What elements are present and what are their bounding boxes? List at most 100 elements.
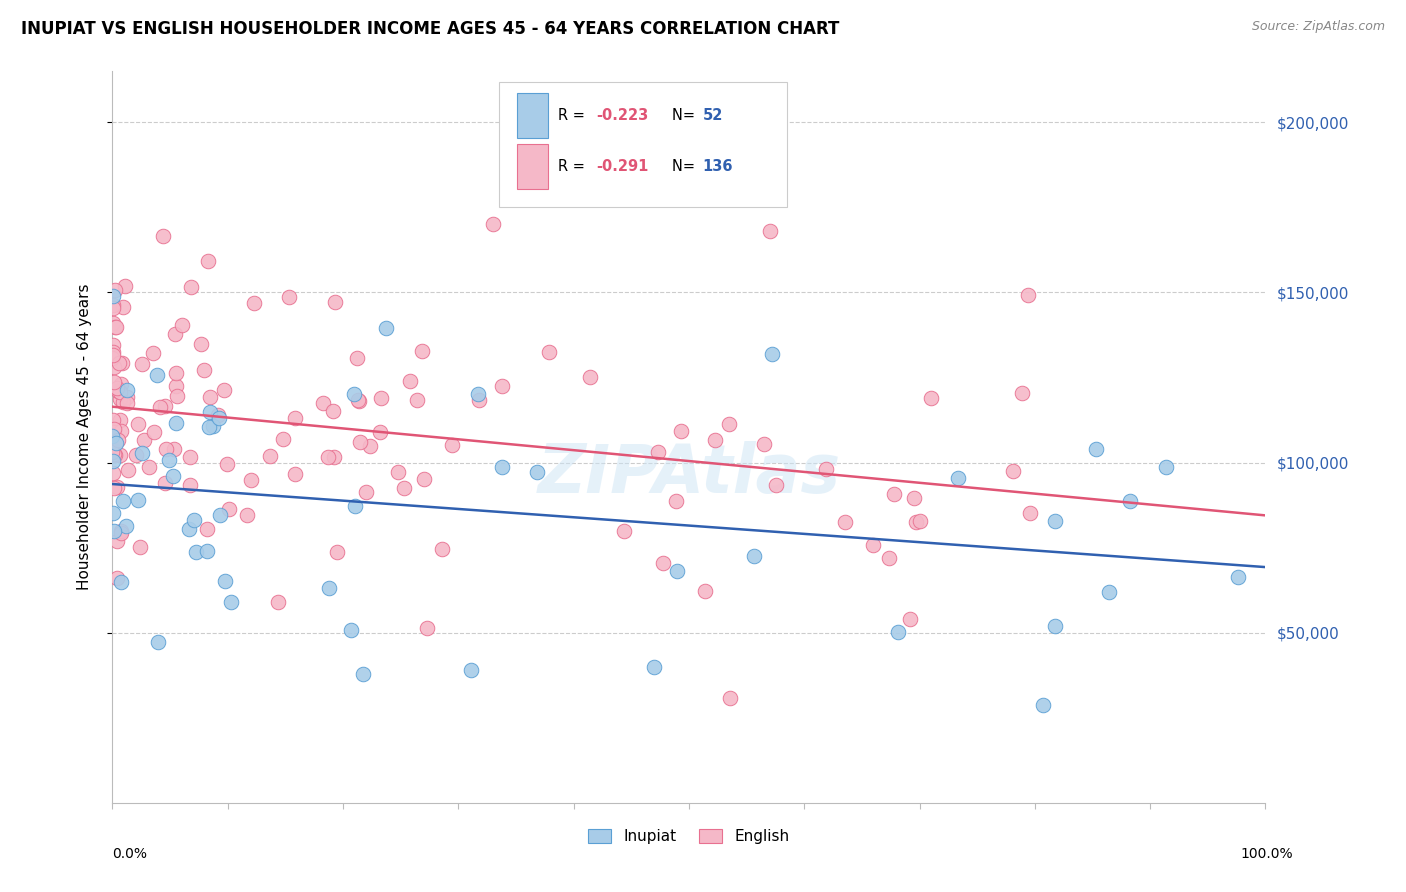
Point bbox=[115, 395, 138, 409]
Point bbox=[359, 439, 381, 453]
Point bbox=[146, 635, 169, 649]
Point bbox=[1001, 464, 1024, 478]
Point bbox=[103, 446, 125, 460]
Point bbox=[103, 453, 125, 467]
Point bbox=[112, 301, 135, 315]
Point bbox=[172, 318, 194, 333]
Point bbox=[165, 366, 187, 380]
Point bbox=[877, 550, 900, 565]
Text: Source: ZipAtlas.com: Source: ZipAtlas.com bbox=[1251, 20, 1385, 33]
Point bbox=[143, 425, 166, 439]
FancyBboxPatch shape bbox=[517, 93, 548, 138]
Point bbox=[138, 460, 160, 475]
Y-axis label: Householder Income Ages 45 - 64 years: Householder Income Ages 45 - 64 years bbox=[77, 284, 91, 591]
Text: 0.0%: 0.0% bbox=[112, 847, 148, 861]
Point bbox=[101, 441, 124, 455]
Point bbox=[346, 393, 368, 408]
Point bbox=[526, 465, 548, 479]
Point bbox=[761, 346, 783, 360]
Point bbox=[214, 574, 236, 588]
Point bbox=[1227, 570, 1250, 584]
Point bbox=[103, 289, 125, 303]
Point bbox=[215, 458, 238, 472]
Point bbox=[193, 363, 215, 377]
Point bbox=[117, 462, 139, 476]
Point bbox=[207, 408, 229, 422]
Point bbox=[179, 450, 201, 465]
Point bbox=[101, 351, 124, 366]
Point bbox=[105, 571, 128, 585]
Point bbox=[1085, 442, 1108, 457]
Text: R =: R = bbox=[558, 159, 589, 174]
Point bbox=[103, 524, 125, 538]
Point bbox=[101, 425, 124, 439]
Point bbox=[651, 557, 673, 571]
Point bbox=[284, 410, 307, 425]
Point bbox=[180, 280, 202, 294]
Point bbox=[482, 218, 505, 232]
Point bbox=[416, 622, 439, 636]
Point bbox=[704, 433, 727, 447]
Point bbox=[352, 667, 374, 681]
Point bbox=[101, 345, 124, 359]
Point bbox=[1032, 698, 1054, 712]
Point bbox=[179, 477, 201, 491]
Point bbox=[107, 480, 129, 494]
Point bbox=[460, 664, 482, 678]
Point bbox=[468, 392, 491, 407]
Point bbox=[323, 450, 346, 464]
Point bbox=[412, 472, 434, 486]
Point bbox=[267, 595, 290, 609]
Point bbox=[103, 422, 125, 436]
Point bbox=[103, 359, 125, 374]
Point bbox=[103, 319, 125, 334]
Point bbox=[101, 348, 124, 362]
Point bbox=[278, 290, 301, 304]
Point bbox=[157, 453, 180, 467]
Point bbox=[202, 418, 225, 433]
Point bbox=[104, 283, 127, 297]
Point bbox=[1043, 514, 1066, 528]
Point bbox=[101, 428, 124, 442]
Point bbox=[110, 574, 132, 589]
Text: INUPIAT VS ENGLISH HOUSEHOLDER INCOME AGES 45 - 64 YEARS CORRELATION CHART: INUPIAT VS ENGLISH HOUSEHOLDER INCOME AG… bbox=[21, 20, 839, 37]
Point bbox=[467, 387, 489, 401]
Point bbox=[163, 327, 186, 342]
Point bbox=[643, 659, 665, 673]
Point bbox=[898, 612, 921, 626]
Point bbox=[142, 346, 165, 360]
Point bbox=[195, 543, 218, 558]
Point bbox=[887, 625, 910, 640]
Text: -0.223: -0.223 bbox=[596, 108, 650, 123]
Point bbox=[198, 405, 221, 419]
Point bbox=[665, 494, 688, 508]
Point bbox=[579, 369, 602, 384]
Point bbox=[399, 375, 422, 389]
Point bbox=[908, 515, 931, 529]
Point bbox=[368, 425, 391, 439]
Point bbox=[219, 595, 242, 609]
Point bbox=[370, 391, 392, 405]
Point bbox=[387, 465, 409, 479]
Point bbox=[946, 470, 969, 484]
Point bbox=[375, 320, 398, 334]
Text: 100.0%: 100.0% bbox=[1241, 847, 1294, 861]
Point bbox=[101, 466, 124, 480]
Point bbox=[920, 391, 942, 405]
Point bbox=[155, 476, 177, 491]
Point bbox=[103, 317, 125, 331]
Point bbox=[665, 564, 688, 578]
Point bbox=[101, 337, 124, 351]
Point bbox=[115, 518, 138, 533]
Point bbox=[111, 395, 134, 409]
Point bbox=[190, 337, 212, 351]
Point bbox=[323, 295, 346, 310]
Point bbox=[101, 301, 124, 315]
Point bbox=[162, 469, 184, 483]
Point bbox=[411, 344, 433, 359]
Point bbox=[765, 478, 787, 492]
Point bbox=[110, 376, 132, 391]
Point bbox=[212, 383, 235, 397]
Point bbox=[695, 584, 717, 599]
Point bbox=[718, 691, 741, 706]
